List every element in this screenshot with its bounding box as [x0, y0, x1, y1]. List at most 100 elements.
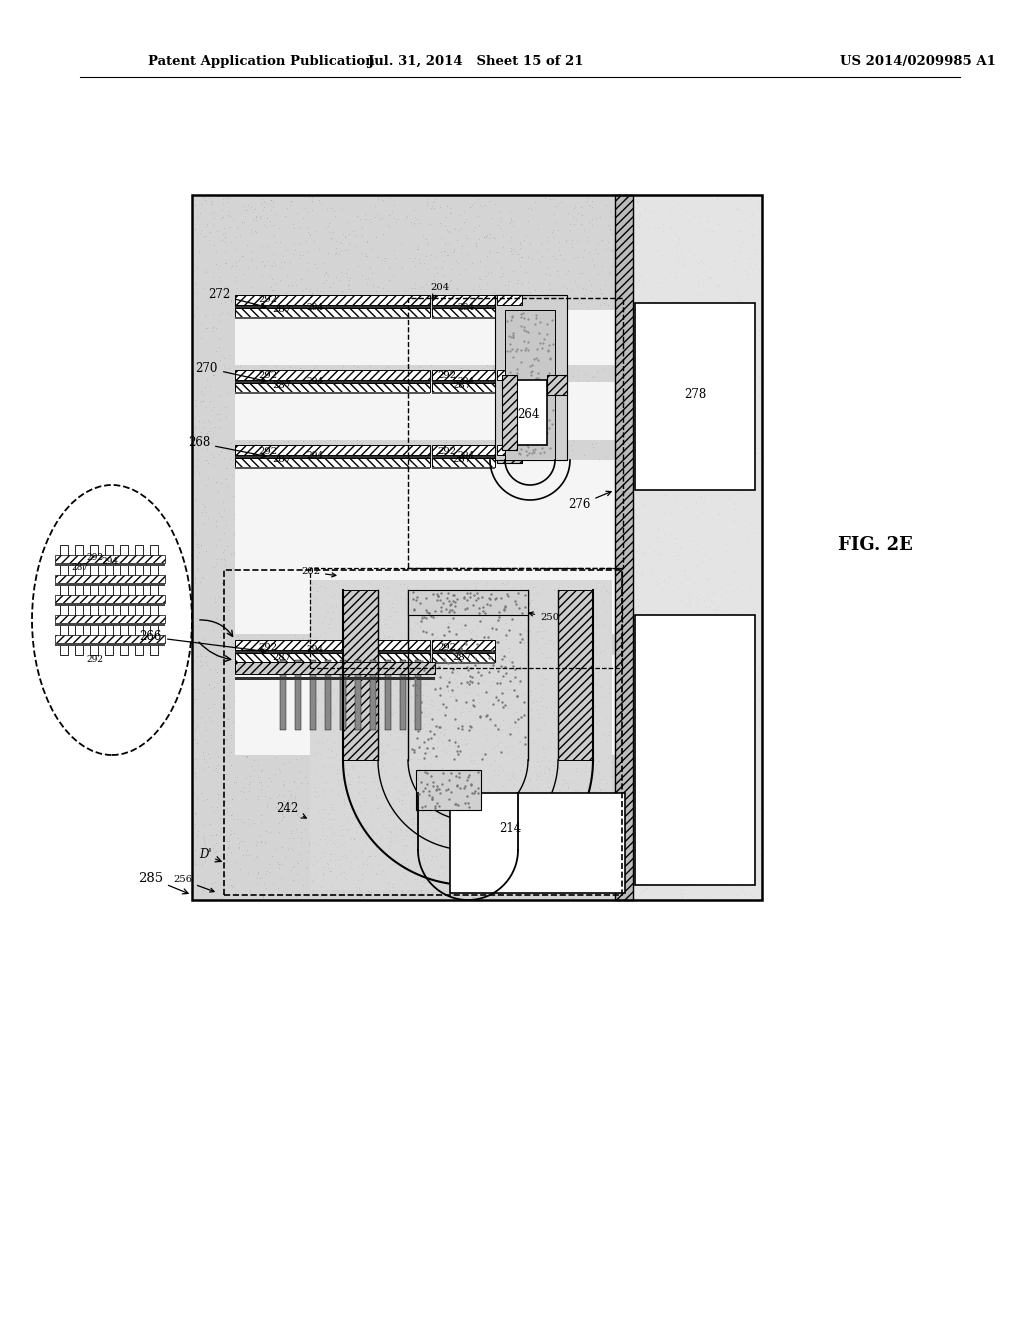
- Point: [274, 424, 291, 445]
- Point: [401, 822, 418, 843]
- Point: [187, 803, 204, 824]
- Point: [222, 216, 239, 238]
- Point: [230, 832, 247, 853]
- Point: [528, 620, 545, 642]
- Point: [355, 479, 372, 500]
- Point: [408, 789, 424, 810]
- Point: [440, 810, 457, 832]
- Point: [428, 339, 444, 360]
- Point: [315, 787, 332, 808]
- Point: [560, 851, 577, 873]
- Point: [451, 619, 467, 640]
- Point: [307, 462, 324, 483]
- Point: [400, 818, 417, 840]
- Point: [260, 470, 276, 491]
- Point: [356, 795, 373, 816]
- Point: [416, 558, 432, 579]
- Point: [580, 598, 596, 619]
- Point: [413, 351, 429, 372]
- Point: [332, 793, 348, 814]
- Point: [415, 595, 431, 616]
- Point: [602, 342, 618, 363]
- Point: [388, 750, 404, 771]
- Point: [472, 611, 488, 632]
- Point: [469, 684, 485, 705]
- Point: [479, 746, 496, 767]
- Point: [547, 869, 563, 890]
- Point: [311, 667, 328, 688]
- Point: [318, 383, 335, 404]
- Point: [503, 238, 519, 259]
- Point: [197, 850, 213, 871]
- Point: [285, 828, 301, 849]
- Point: [423, 589, 439, 610]
- Point: [408, 693, 424, 714]
- Point: [499, 741, 515, 762]
- Point: [488, 441, 505, 462]
- Point: [412, 803, 428, 824]
- Point: [527, 367, 544, 388]
- Point: [668, 667, 684, 688]
- Point: [458, 578, 474, 599]
- Point: [558, 722, 574, 743]
- Point: [415, 734, 431, 755]
- Point: [397, 873, 414, 894]
- Point: [226, 239, 243, 260]
- Point: [558, 772, 574, 793]
- Point: [347, 808, 364, 829]
- Point: [478, 783, 495, 804]
- Point: [364, 729, 380, 750]
- Point: [546, 347, 562, 368]
- Point: [722, 739, 738, 760]
- Point: [726, 570, 742, 591]
- Point: [410, 809, 426, 830]
- Point: [518, 729, 535, 750]
- Point: [414, 653, 430, 675]
- Bar: [340, 660, 346, 730]
- Point: [326, 837, 342, 858]
- Point: [471, 618, 487, 639]
- Point: [469, 582, 485, 603]
- Point: [507, 457, 523, 478]
- Point: [572, 693, 589, 714]
- Point: [375, 814, 391, 836]
- Point: [566, 737, 583, 758]
- Bar: [432, 649, 495, 653]
- Point: [687, 244, 703, 265]
- Point: [580, 855, 596, 876]
- Point: [392, 818, 409, 840]
- Point: [341, 593, 357, 614]
- Point: [266, 492, 283, 513]
- Point: [536, 762, 552, 783]
- Point: [711, 609, 727, 630]
- Point: [208, 825, 224, 846]
- Point: [311, 785, 328, 807]
- Point: [537, 713, 553, 734]
- Point: [696, 607, 713, 628]
- Point: [252, 206, 268, 227]
- Point: [328, 783, 344, 804]
- Point: [484, 549, 501, 570]
- Point: [494, 488, 510, 510]
- Point: [587, 239, 603, 260]
- Bar: [295, 660, 301, 730]
- Point: [477, 680, 494, 701]
- Point: [498, 297, 514, 318]
- Point: [523, 550, 540, 572]
- Point: [426, 832, 442, 853]
- Point: [362, 882, 379, 903]
- Point: [560, 776, 577, 797]
- Point: [601, 261, 617, 282]
- Point: [437, 479, 454, 500]
- Point: [254, 605, 270, 626]
- Point: [434, 714, 451, 735]
- Point: [569, 247, 586, 268]
- Point: [636, 591, 652, 612]
- Point: [366, 495, 382, 516]
- Point: [497, 804, 513, 825]
- Point: [200, 451, 216, 473]
- Point: [309, 843, 326, 865]
- Point: [551, 706, 567, 727]
- Point: [596, 874, 612, 895]
- Point: [450, 645, 466, 667]
